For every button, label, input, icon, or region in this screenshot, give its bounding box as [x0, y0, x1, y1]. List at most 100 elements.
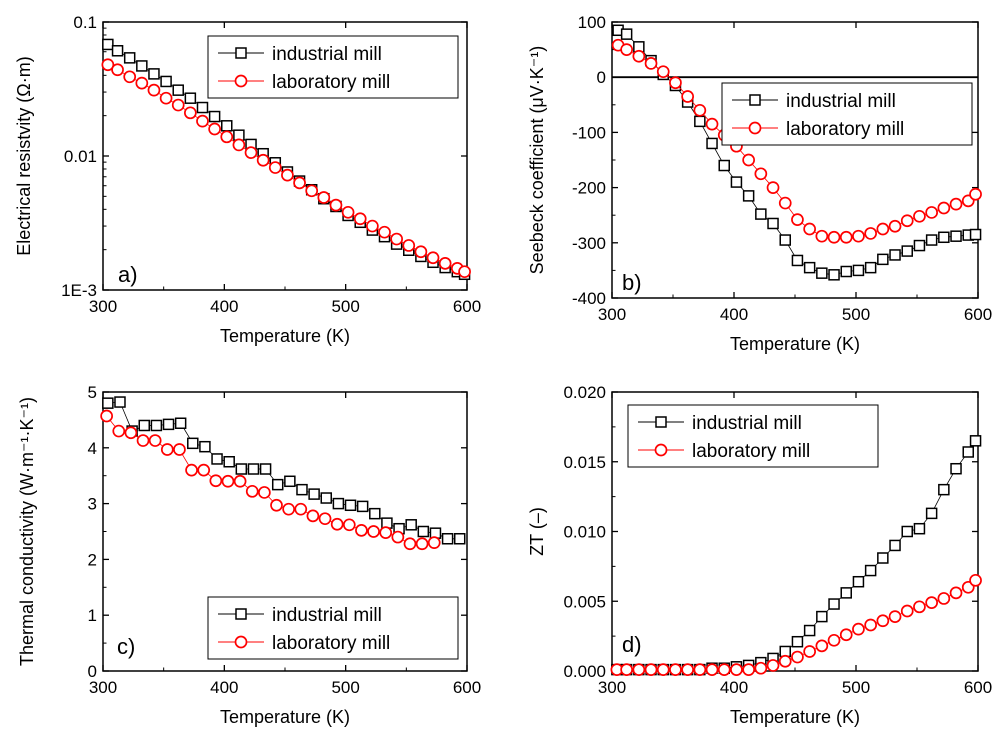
data-point-industrial [332, 497, 345, 510]
data-point-industrial [308, 488, 320, 500]
data-point-industrial [172, 84, 184, 96]
data-point-laboratory [925, 596, 938, 609]
data-point-laboratory [220, 130, 234, 144]
data-point-laboratory [888, 610, 902, 623]
data-point-industrial [877, 552, 889, 564]
legend: industrial mill laboratory mill [207, 596, 459, 660]
data-point-laboratory [656, 663, 670, 676]
data-point-industrial [223, 456, 235, 468]
data-point-laboratory [876, 614, 890, 628]
x-axis-label: Temperature (K) [220, 326, 350, 346]
data-point-laboratory [209, 474, 223, 488]
data-point-laboratory [100, 409, 113, 423]
legend: industrial mill laboratory mill [721, 82, 973, 146]
x-tick-label: 600 [964, 678, 992, 697]
data-point-industrial [755, 208, 767, 220]
data-point-laboratory [438, 257, 452, 270]
data-point-industrial [803, 624, 816, 637]
data-point-industrial [901, 525, 913, 538]
data-point-laboratory [742, 663, 755, 676]
data-point-industrial [791, 254, 804, 267]
data-point-laboratory [969, 573, 982, 587]
data-point-laboratory [282, 502, 295, 516]
x-tick-label: 400 [720, 305, 748, 324]
data-point-laboratory [256, 153, 270, 167]
data-point-industrial [356, 500, 369, 513]
data-point-industrial [620, 28, 633, 40]
data-point-industrial [284, 475, 296, 488]
data-point-industrial [111, 45, 124, 57]
x-tick-label: 300 [598, 678, 626, 697]
data-point-laboratory [306, 509, 320, 523]
y-tick-label: -200 [572, 179, 606, 198]
data-point-industrial [889, 539, 901, 552]
data-point-laboratory [620, 43, 633, 56]
data-point-laboratory [766, 181, 780, 194]
data-point-industrial [730, 176, 743, 188]
data-point-laboratory [620, 663, 633, 676]
data-point-industrial [123, 52, 136, 64]
data-point-laboratory [937, 201, 951, 215]
data-point-laboratory [803, 222, 816, 236]
data-point-industrial [969, 228, 982, 241]
data-point-laboratory [864, 618, 877, 632]
series-line-industrial [617, 29, 976, 276]
data-point-laboratory [754, 661, 768, 675]
data-point-laboratory [135, 76, 149, 90]
data-point-industrial [840, 265, 852, 278]
data-point-laboratory [876, 222, 890, 236]
data-point-laboratory [937, 592, 951, 605]
data-point-industrial [247, 463, 260, 475]
data-point-laboratory [778, 196, 792, 210]
data-point-industrial [136, 60, 148, 72]
data-point-industrial [160, 75, 172, 88]
data-point-industrial [816, 267, 828, 279]
data-point-industrial [405, 519, 417, 531]
data-point-laboratory [208, 122, 221, 136]
data-point-laboratory [754, 167, 768, 181]
data-point-industrial [235, 463, 248, 475]
y-tick-label: 0.010 [563, 523, 606, 542]
data-point-laboratory [414, 245, 428, 259]
data-point-industrial [828, 598, 840, 610]
data-point-laboratory [330, 517, 344, 531]
data-point-laboratory [864, 227, 877, 240]
data-point-industrial [877, 253, 889, 266]
data-point-industrial [938, 231, 950, 244]
data-point-laboratory [766, 659, 780, 672]
legend-marker-square [655, 416, 667, 428]
data-point-industrial [320, 492, 333, 504]
data-point-industrial [102, 38, 114, 51]
data-point-laboratory [232, 138, 246, 152]
data-point-industrial [138, 419, 151, 432]
data-point-laboratory [294, 502, 308, 516]
y-tick-label: 0 [597, 68, 606, 87]
legend: industrial mill laboratory mill [627, 404, 879, 468]
y-tick-label: 5 [88, 383, 97, 402]
data-point-laboratory [644, 57, 658, 70]
data-point-laboratory [852, 229, 865, 243]
legend-marker-circle [748, 121, 762, 135]
data-point-industrial [706, 137, 718, 150]
data-point-laboratory [693, 103, 707, 117]
data-point-laboratory [852, 622, 865, 636]
data-point-laboratory [693, 663, 707, 676]
legend-marker-circle [234, 635, 248, 649]
x-tick-label: 600 [453, 678, 481, 697]
legend-label: industrial mill [692, 413, 802, 434]
y-tick-label: 4 [88, 439, 97, 458]
legend-marker-circle [234, 74, 248, 88]
y-tick-label: 0.020 [563, 383, 606, 402]
data-point-laboratory [171, 98, 185, 112]
data-point-laboratory [136, 434, 150, 447]
data-point-laboratory [778, 654, 792, 668]
data-point-laboratory [791, 213, 804, 226]
data-point-industrial [114, 396, 126, 408]
data-point-laboratory [281, 168, 294, 182]
data-point-laboratory [245, 484, 259, 498]
panel-label: c) [117, 634, 135, 659]
x-tick-label: 400 [210, 678, 238, 697]
data-point-laboratory [342, 518, 356, 532]
data-point-laboratory [632, 663, 646, 676]
